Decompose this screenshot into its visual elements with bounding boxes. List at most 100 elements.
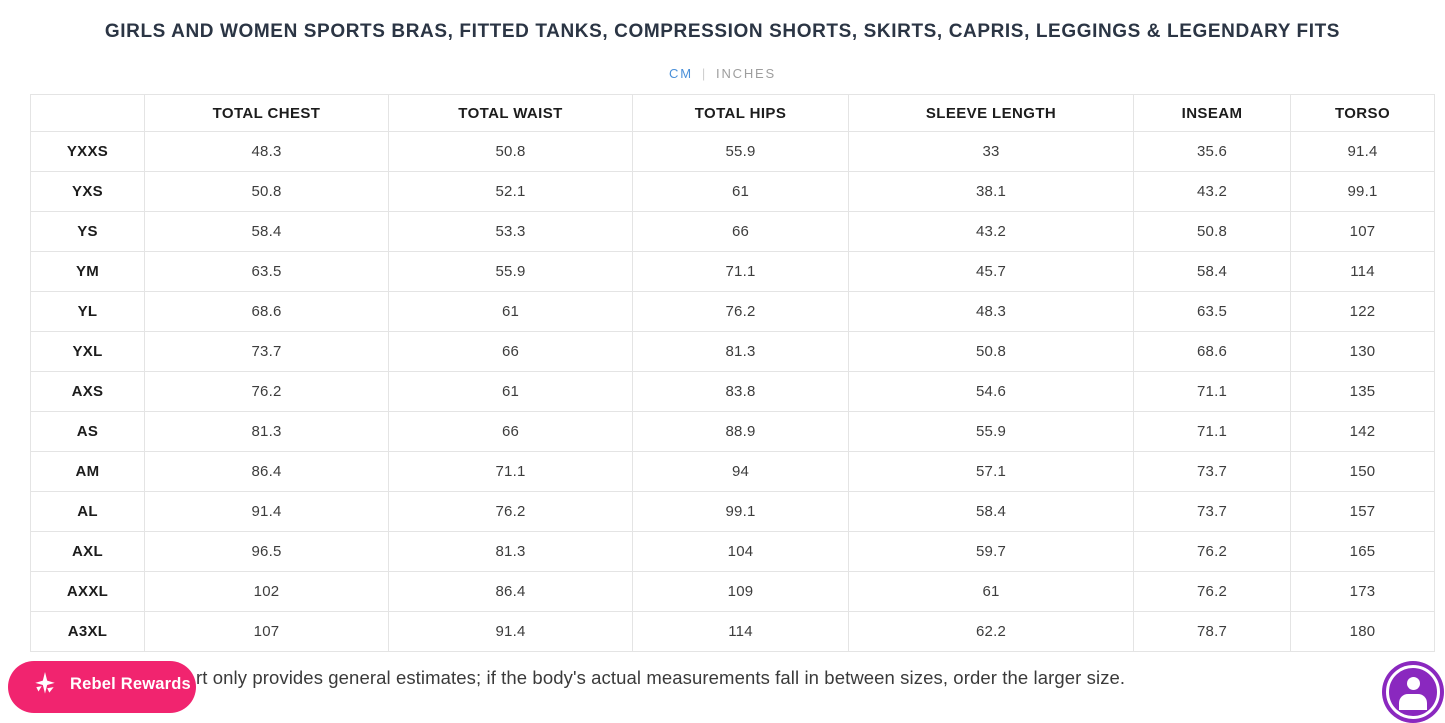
measurement-cell: 71.1 (1133, 411, 1291, 452)
size-note: rt only provides general estimates; if t… (196, 667, 1126, 688)
measurement-cell: 76.2 (1133, 571, 1291, 612)
table-row: AL 91.4 76.2 99.1 58.4 73.7 157 (30, 491, 1435, 532)
measurement-cell: 88.9 (632, 411, 849, 452)
measurement-cell: 157 (1290, 491, 1435, 532)
unit-toggle: CM | INCHES (0, 66, 1445, 81)
size-label-cell: AXXL (30, 571, 145, 612)
measurement-cell: 81.3 (388, 531, 633, 572)
measurement-cell: 122 (1290, 291, 1435, 332)
measurement-cell: 107 (144, 611, 389, 652)
measurement-cell: 73.7 (1133, 491, 1291, 532)
measurement-cell: 71.1 (388, 451, 633, 492)
measurement-cell: 50.8 (388, 131, 633, 172)
measurement-cell: 58.4 (848, 491, 1134, 532)
measurement-cell: 59.7 (848, 531, 1134, 572)
measurement-cell: 66 (388, 411, 633, 452)
size-label-cell: AXL (30, 531, 145, 572)
measurement-cell: 50.8 (144, 171, 389, 212)
measurement-cell: 78.7 (1133, 611, 1291, 652)
measurement-cell: 52.1 (388, 171, 633, 212)
measurement-cell: 76.2 (632, 291, 849, 332)
measurement-cell: 165 (1290, 531, 1435, 572)
measurement-cell: 35.6 (1133, 131, 1291, 172)
measurement-cell: 50.8 (1133, 211, 1291, 252)
measurement-cell: 66 (388, 331, 633, 372)
table-row: AXXL 102 86.4 109 61 76.2 173 (30, 571, 1435, 612)
table-row: YXS 50.8 52.1 61 38.1 43.2 99.1 (30, 171, 1435, 212)
measurement-cell: 55.9 (388, 251, 633, 292)
measurement-cell: 61 (848, 571, 1134, 612)
size-label-cell: AL (30, 491, 145, 532)
measurement-cell: 114 (1290, 251, 1435, 292)
measurement-cell: 73.7 (144, 331, 389, 372)
measurement-cell: 48.3 (144, 131, 389, 172)
size-label-cell: YXXS (30, 131, 145, 172)
size-label-cell: YS (30, 211, 145, 252)
measurement-cell: 71.1 (1133, 371, 1291, 412)
header-row: TOTAL CHEST TOTAL WAIST TOTAL HIPS SLEEVE L… (30, 94, 1435, 132)
measurement-cell: 107 (1290, 211, 1435, 252)
measurement-cell: 99.1 (632, 491, 849, 532)
unit-option-cm[interactable]: CM (669, 66, 693, 81)
table-row: AXS 76.2 61 83.8 54.6 71.1 135 (30, 371, 1435, 412)
rebel-rewards-label: Rebel Rewards (70, 674, 191, 693)
accessibility-person-icon (1386, 665, 1440, 719)
measurement-cell: 81.3 (632, 331, 849, 372)
measurement-cell: 45.7 (848, 251, 1134, 292)
measurement-cell: 55.9 (632, 131, 849, 172)
sparkle-star-icon (32, 672, 58, 702)
measurement-cell: 63.5 (1133, 291, 1291, 332)
corner-header-cell (30, 94, 145, 132)
table-row: YS 58.4 53.3 66 43.2 50.8 107 (30, 211, 1435, 252)
measurement-cell: 96.5 (144, 531, 389, 572)
column-header: TORSO (1290, 94, 1435, 132)
rebel-rewards-button[interactable]: Rebel Rewards (8, 661, 196, 713)
measurement-cell: 86.4 (388, 571, 633, 612)
measurement-cell: 71.1 (632, 251, 849, 292)
measurement-cell: 76.2 (144, 371, 389, 412)
measurement-cell: 91.4 (1290, 131, 1435, 172)
measurement-cell: 99.1 (1290, 171, 1435, 212)
unit-toggle-divider: | (701, 66, 708, 81)
column-header: TOTAL HIPS (632, 94, 849, 132)
page-title: GIRLS AND WOMEN SPORTS BRAS, FITTED TANK… (104, 21, 1341, 42)
size-label-cell: YL (30, 291, 145, 332)
accessibility-widget-button[interactable] (1382, 661, 1444, 723)
measurement-cell: 86.4 (144, 451, 389, 492)
size-label-cell: YM (30, 251, 145, 292)
column-header: SLEEVE LENGTH (848, 94, 1134, 132)
size-label-cell: AM (30, 451, 145, 492)
measurement-cell: 48.3 (848, 291, 1134, 332)
measurement-cell: 68.6 (1133, 331, 1291, 372)
measurement-cell: 57.1 (848, 451, 1134, 492)
size-label-cell: YXS (30, 171, 145, 212)
measurement-cell: 68.6 (144, 291, 389, 332)
size-label-cell: AS (30, 411, 145, 452)
measurement-cell: 76.2 (388, 491, 633, 532)
column-header: INSEAM (1133, 94, 1291, 132)
measurement-cell: 55.9 (848, 411, 1134, 452)
measurement-cell: 43.2 (848, 211, 1134, 252)
measurement-cell: 130 (1290, 331, 1435, 372)
measurement-cell: 135 (1290, 371, 1435, 412)
size-chart-body: YXXS 48.3 50.8 55.9 33 35.6 91.4 YXS 50.8 52.1 61 3… (30, 131, 1435, 652)
measurement-cell: 54.6 (848, 371, 1134, 412)
table-row: YXL 73.7 66 81.3 50.8 68.6 130 (30, 331, 1435, 372)
measurement-cell: 81.3 (144, 411, 389, 452)
column-header: TOTAL CHEST (144, 94, 389, 132)
measurement-cell: 73.7 (1133, 451, 1291, 492)
measurement-cell: 58.4 (144, 211, 389, 252)
measurement-cell: 62.2 (848, 611, 1134, 652)
measurement-cell: 43.2 (1133, 171, 1291, 212)
table-row: YL 68.6 61 76.2 48.3 63.5 122 (30, 291, 1435, 332)
measurement-cell: 61 (388, 291, 633, 332)
table-row: YXXS 48.3 50.8 55.9 33 35.6 91.4 (30, 131, 1435, 172)
measurement-cell: 38.1 (848, 171, 1134, 212)
table-row: AM 86.4 71.1 94 57.1 73.7 150 (30, 451, 1435, 492)
measurement-cell: 109 (632, 571, 849, 612)
measurement-cell: 61 (388, 371, 633, 412)
measurement-cell: 50.8 (848, 331, 1134, 372)
measurement-cell: 150 (1290, 451, 1435, 492)
measurement-cell: 94 (632, 451, 849, 492)
unit-option-inches[interactable]: INCHES (716, 66, 776, 81)
